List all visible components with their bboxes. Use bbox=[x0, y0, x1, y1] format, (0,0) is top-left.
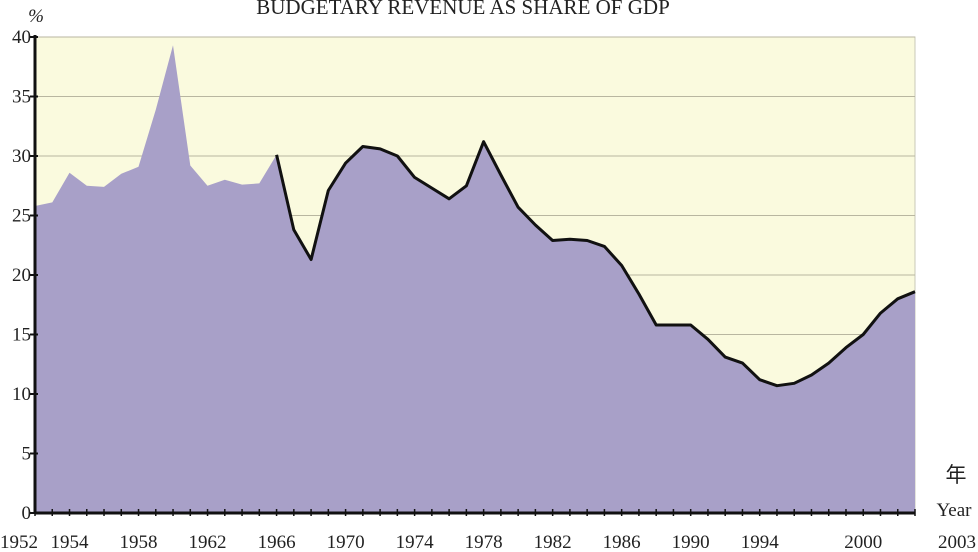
y-tick-label-15: 15 bbox=[12, 325, 31, 346]
x-tick-label-1994: 1994 bbox=[741, 532, 780, 552]
y-tick-label-0: 0 bbox=[22, 503, 32, 524]
x-axis-label-cn: 年 bbox=[946, 463, 967, 487]
x-tick-label-1966: 1966 bbox=[258, 532, 296, 552]
y-tick-label-35: 35 bbox=[12, 87, 31, 108]
x-tick-label-2000: 2000 bbox=[844, 532, 882, 552]
x-tick-label-1974: 1974 bbox=[396, 532, 435, 552]
x-tick-label-1958: 1958 bbox=[120, 532, 158, 552]
y-tick-label-25: 25 bbox=[12, 206, 31, 227]
y-tick-label-10: 10 bbox=[12, 384, 31, 405]
x-tick-labels: 1952 1954 1958 1962 1966 1970 1974 1978 1982 1986… bbox=[0, 532, 976, 552]
chart-title: BUDGETARY REVENUE AS SHARE OF GDP bbox=[256, 0, 670, 19]
x-tick-label-2003: 2003 bbox=[938, 532, 976, 552]
y-tick-label-30: 30 bbox=[12, 146, 31, 167]
series-area bbox=[35, 45, 915, 514]
x-tick-label-1990: 1990 bbox=[672, 532, 710, 552]
axes bbox=[30, 35, 916, 516]
x-tick-label-1982: 1982 bbox=[534, 532, 572, 552]
x-tick-label-1978: 1978 bbox=[465, 532, 503, 552]
x-tick-label-1986: 1986 bbox=[603, 532, 641, 552]
x-tick-label-1954: 1954 bbox=[51, 532, 90, 552]
x-tick-label-1970: 1970 bbox=[327, 532, 365, 552]
x-axis-label: Year bbox=[936, 500, 972, 521]
y-tick-label-40: 40 bbox=[12, 27, 31, 48]
y-tick-label-20: 20 bbox=[12, 265, 31, 286]
x-tick-label-1962: 1962 bbox=[189, 532, 227, 552]
x-tick-label-1952: 1952 bbox=[0, 532, 38, 552]
y-tick-label-5: 5 bbox=[22, 444, 32, 465]
y-tick-labels: 0 5 10 15 20 25 30 35 40 bbox=[12, 27, 31, 524]
series-line bbox=[275, 140, 916, 388]
y-axis-label: % bbox=[28, 6, 44, 27]
